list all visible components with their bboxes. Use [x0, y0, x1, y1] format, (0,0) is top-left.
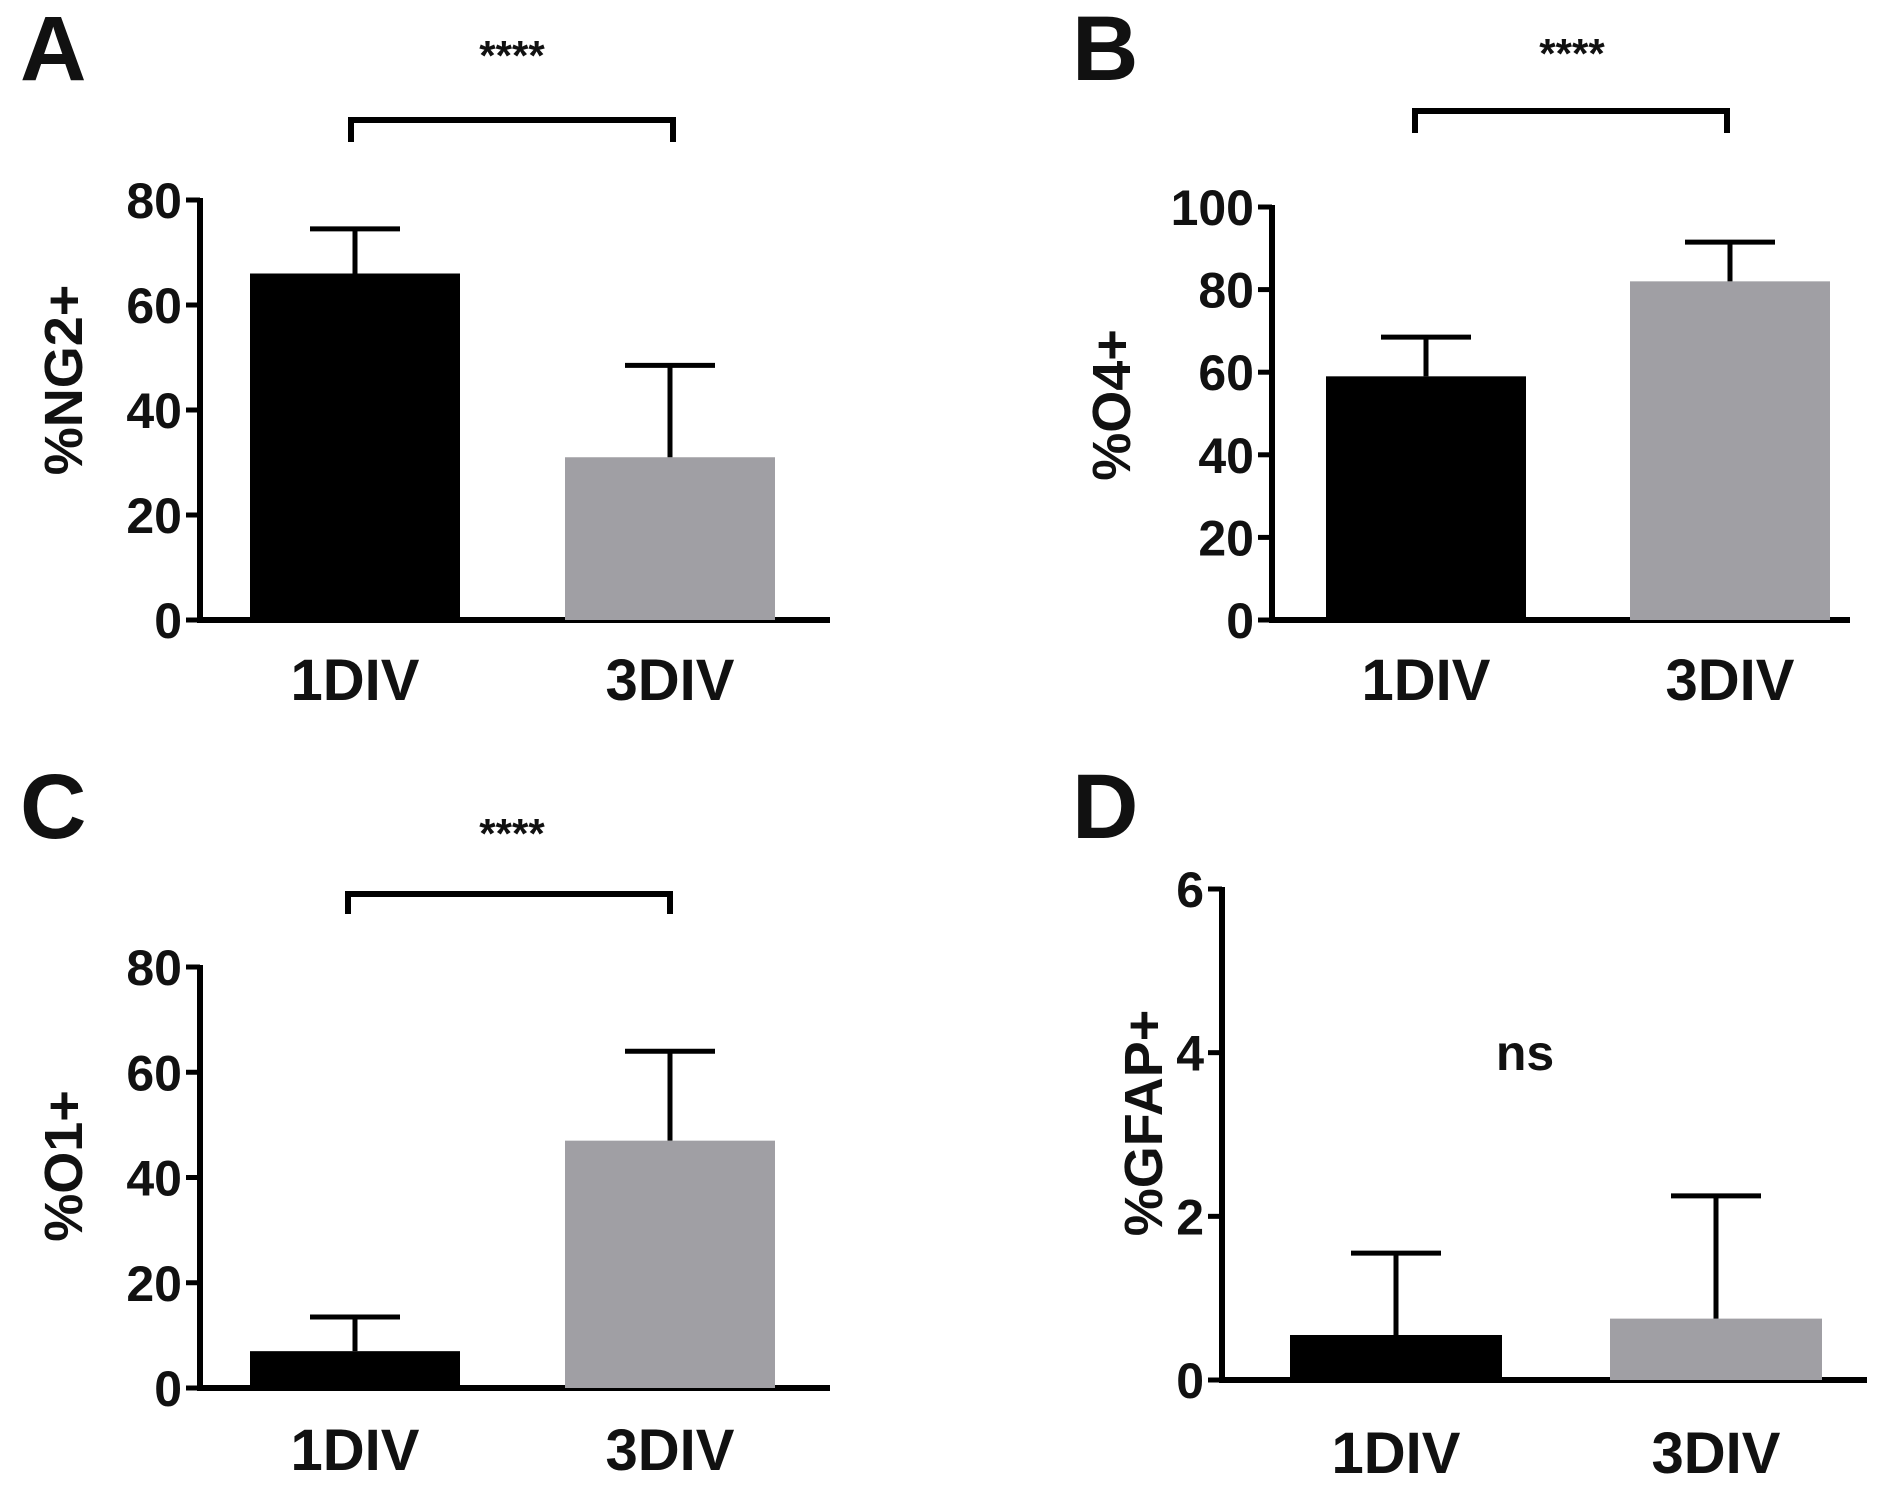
y-tick-label: 20	[1198, 510, 1254, 566]
panel-letter: A	[20, 0, 86, 100]
significance-label: ns	[1496, 1025, 1554, 1081]
panel-letter: D	[1072, 756, 1138, 858]
bar-1div	[1326, 376, 1526, 620]
chart-b: B 0 20 40 60 80 100 %O4+ 1DIV 3DIV ****	[1072, 0, 1850, 713]
y-tick-label: 20	[126, 488, 182, 544]
y-tick-label: 80	[126, 173, 182, 229]
y-axis-label: %GFAP+	[1114, 1010, 1174, 1237]
y-tick-label: 0	[1176, 1353, 1204, 1409]
chart-c: C 0 20 40 60 80 %O1+ 1DIV 3DIV ****	[20, 756, 830, 1483]
bar-1div	[1290, 1334, 1502, 1380]
bar-3div	[565, 1140, 775, 1388]
significance-bracket	[348, 117, 676, 142]
bar-1div	[250, 1351, 460, 1388]
panel-d: D 0 2 4 6 %GFAP+ 1DIV 3DIV ns	[950, 743, 1900, 1486]
panel-a: A 0 20 40 60 80 %NG2+ 1DIV 3DIV ****	[0, 0, 950, 743]
chart-a: A 0 20 40 60 80 %NG2+ 1DIV 3DIV ****	[20, 0, 830, 713]
y-tick-label: 6	[1176, 862, 1204, 918]
significance-bracket	[345, 891, 673, 914]
bar-3div	[565, 457, 775, 620]
significance-label: ****	[479, 32, 545, 79]
significance-label: ****	[479, 810, 545, 857]
category-label: 1DIV	[1362, 648, 1491, 713]
bar-3div	[1630, 281, 1830, 620]
y-axis-label: %O1+	[34, 1090, 94, 1242]
significance-bracket	[1412, 108, 1730, 133]
chart-d: D 0 2 4 6 %GFAP+ 1DIV 3DIV ns	[1072, 756, 1867, 1486]
bar-3div	[1610, 1318, 1822, 1380]
y-tick-label: 20	[126, 1256, 182, 1312]
y-tick-label: 60	[126, 1045, 182, 1101]
panel-b: B 0 20 40 60 80 100 %O4+ 1DIV 3DIV ****	[950, 0, 1900, 743]
category-label: 3DIV	[606, 1418, 735, 1483]
y-tick-label: 2	[1176, 1189, 1204, 1245]
category-label: 1DIV	[1332, 1421, 1461, 1486]
y-tick-label: 100	[1171, 180, 1254, 236]
y-tick-label: 0	[154, 593, 182, 649]
significance-label: ****	[1539, 30, 1605, 77]
y-axis-label: %O4+	[1082, 329, 1142, 481]
y-tick-label: 60	[126, 278, 182, 334]
y-tick-label: 4	[1176, 1026, 1204, 1082]
panel-letter: C	[20, 756, 86, 858]
category-label: 3DIV	[1666, 648, 1795, 713]
y-tick-label: 60	[1198, 345, 1254, 401]
y-axis-label: %NG2+	[34, 285, 94, 476]
category-label: 3DIV	[1652, 1421, 1781, 1486]
y-tick-label: 80	[1198, 263, 1254, 319]
y-tick-label: 0	[1226, 593, 1254, 649]
y-tick-label: 40	[126, 1151, 182, 1207]
bar-1div	[250, 273, 460, 620]
panel-c: C 0 20 40 60 80 %O1+ 1DIV 3DIV ****	[0, 743, 950, 1486]
y-tick-label: 40	[126, 383, 182, 439]
panel-letter: B	[1072, 0, 1138, 100]
category-label: 3DIV	[606, 648, 735, 713]
y-tick-label: 80	[126, 940, 182, 996]
y-tick-label: 0	[154, 1361, 182, 1417]
category-label: 1DIV	[291, 648, 420, 713]
category-label: 1DIV	[291, 1418, 420, 1483]
y-tick-label: 40	[1198, 428, 1254, 484]
